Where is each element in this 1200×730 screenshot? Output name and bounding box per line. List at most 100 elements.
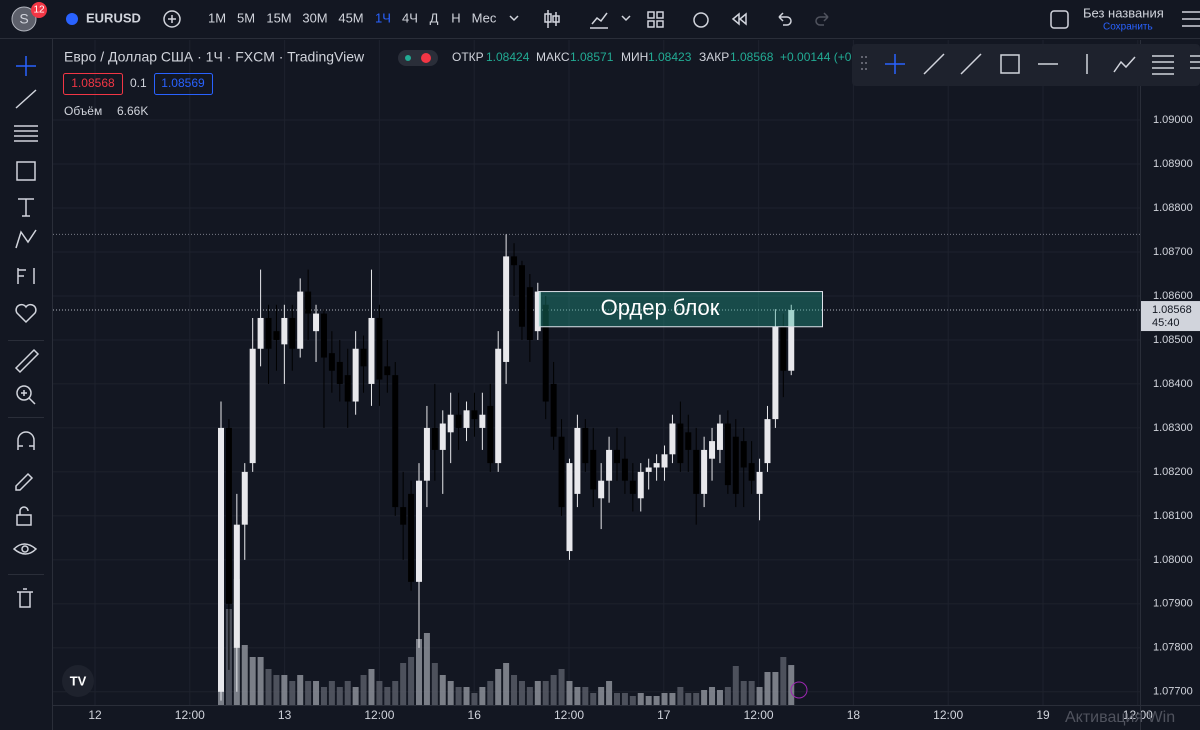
interval[interactable]: 45M [338,10,363,25]
candle-body [257,317,264,349]
volume-bar [693,693,700,705]
candle-body [677,423,684,464]
ask-box[interactable] [154,73,213,95]
bid[interactable]: 1.08568 [71,76,115,90]
candle-body [701,449,708,494]
volume-bar [439,675,446,705]
favorites-tool[interactable] [15,303,37,324]
candle-body [368,317,375,384]
visibility-tool[interactable] [12,543,38,555]
y-tick-label: 1.08900 [1153,158,1193,170]
text-tool[interactable] [18,198,34,217]
bid-box[interactable] [63,73,123,95]
volume-bar [677,687,684,705]
pattern-tool[interactable] [15,229,37,249]
logo-badge[interactable] [62,665,94,697]
interval[interactable]: 1Ч [375,10,391,25]
menu[interactable] [1182,11,1200,27]
avatar-letter: S [19,11,28,27]
trend-line-tool[interactable] [15,89,37,109]
candle-body [455,414,462,428]
x-tick-label: 19 [1036,708,1050,722]
interval[interactable]: 1M [208,10,226,25]
dt-rect[interactable] [1000,54,1020,74]
add-symbol[interactable] [163,10,181,28]
lock-drawing-tool[interactable] [15,472,34,491]
indicators[interactable] [590,12,608,29]
fib-tool[interactable] [14,125,38,142]
candle-body [273,331,280,340]
replay[interactable] [731,12,747,26]
save-link[interactable]: Сохранить [1103,22,1153,33]
candle-body [360,348,367,367]
candle-body [218,427,224,692]
market-status [405,55,411,61]
candle-body [780,326,787,371]
drag-handle[interactable] [861,56,867,70]
interval[interactable]: 5M [237,10,255,25]
volume-bar [384,687,391,705]
zoom-plus [21,390,36,405]
magnet-tool[interactable] [17,431,35,450]
volume-bar [574,687,581,705]
chart-layer: 12 12:00 13 12:00 16 12:00 17 12:00 18 12:00 19 12:… [53,40,1200,730]
layout-icon[interactable] [1050,10,1069,29]
volume-bar [621,693,628,705]
candle-body [534,291,541,332]
ohlc-label: МИН [621,50,648,64]
drawing-toolbar [852,44,1200,86]
delete-tool[interactable] [17,588,33,608]
crosshair-tool[interactable] [16,56,36,76]
dt-fib[interactable] [1152,55,1174,75]
ask[interactable]: 1.08569 [161,76,205,90]
interval[interactable]: 4Ч [402,10,418,25]
dt-ray[interactable] [960,53,982,75]
candle-body [487,405,494,464]
interval[interactable]: 15M [266,10,291,25]
redo[interactable] [815,12,829,26]
layout-name[interactable]: Без названия [1083,5,1164,20]
alert[interactable] [693,12,709,28]
visibility-pupil [21,545,29,553]
interval-chevron[interactable] [509,15,519,22]
candle-body [495,348,502,464]
volume-bar [748,681,755,705]
zoom-tool[interactable] [16,385,32,401]
badge [31,2,47,18]
volume-bar [637,693,644,705]
lightning[interactable] [790,681,808,699]
dt-trend[interactable] [923,53,945,75]
undo[interactable] [778,12,792,26]
symbol[interactable]: EURUSD [86,10,141,25]
volume-bar [455,687,462,705]
candle-body [558,436,565,508]
candle-body [416,480,422,582]
layouts[interactable] [647,11,664,28]
volume-bar [257,657,264,705]
interval[interactable]: Мес [472,10,497,25]
candle-body [621,458,628,481]
ohlc-value: 1.08568 [730,50,774,64]
indicators-chevron[interactable] [621,15,631,22]
shapes-tool[interactable] [16,161,36,181]
legend-toggle[interactable] [398,50,438,66]
x-tick-label: 12:00 [554,708,584,722]
candle-body [724,423,731,486]
dt-path[interactable] [1113,56,1136,73]
avatar[interactable] [11,6,37,32]
candle-body [408,493,415,582]
forecast-tool[interactable] [17,268,35,284]
candle-body [392,375,399,508]
candle-body [756,471,763,494]
ruler-tool[interactable] [14,348,40,374]
chart-type[interactable] [544,10,560,28]
interval[interactable]: Н [451,10,460,25]
dt-more[interactable] [1190,55,1200,69]
ohlc-value: 1.08571 [570,50,614,64]
interval[interactable]: Д [430,10,439,25]
lock-tool[interactable] [16,514,32,526]
volume-bar [376,681,383,705]
interval[interactable]: 30M [302,10,327,25]
y-tick-label: 1.07900 [1153,598,1193,610]
dt-cross[interactable] [885,54,905,74]
